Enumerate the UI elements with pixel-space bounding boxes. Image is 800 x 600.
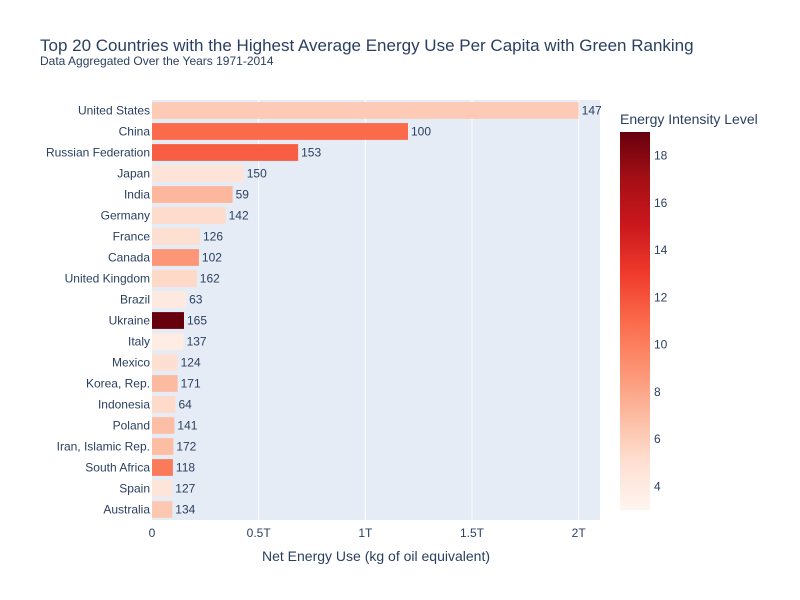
- x-tick-label: 1T: [358, 526, 373, 540]
- colorbar-tick-label: 18: [654, 149, 668, 163]
- category-label: Germany: [101, 209, 150, 223]
- bar-data-label: 162: [200, 272, 220, 286]
- bar: [152, 375, 178, 392]
- bar: [152, 123, 408, 140]
- bar-data-label: 118: [176, 461, 195, 475]
- category-label: Spain: [119, 482, 150, 496]
- bar-data-label: 134: [175, 503, 195, 517]
- chart-title: Top 20 Countries with the Highest Averag…: [40, 36, 694, 55]
- bar: [152, 354, 178, 371]
- x-tick-label: 0: [149, 526, 156, 540]
- category-label: Mexico: [112, 356, 150, 370]
- category-label: United States: [78, 104, 150, 118]
- bar: [152, 165, 244, 182]
- colorbar-tick-label: 6: [654, 432, 661, 446]
- colorbar-tick-label: 12: [654, 290, 668, 304]
- category-label: Poland: [113, 419, 150, 433]
- x-axis-title: Net Energy Use (kg of oil equivalent): [262, 548, 490, 564]
- category-label: Ukraine: [109, 314, 151, 328]
- bar-data-label: 153: [301, 146, 321, 160]
- chart-subtitle: Data Aggregated Over the Years 1971-2014: [40, 54, 274, 68]
- bar: [152, 501, 173, 518]
- bar: [152, 270, 197, 287]
- colorbar-tick-label: 14: [654, 243, 668, 257]
- bar: [152, 396, 176, 413]
- colorbar-tick-label: 16: [654, 196, 668, 210]
- category-label: Japan: [117, 167, 150, 181]
- category-label: China: [119, 125, 151, 139]
- category-label: South Africa: [85, 461, 150, 475]
- colorbar-ticks: 4 6 8 10 12 14 16 18: [654, 149, 668, 494]
- x-tick-label: 0.5T: [247, 526, 272, 540]
- x-tick-label: 1.5T: [460, 526, 485, 540]
- x-tick-label: 2T: [572, 526, 587, 540]
- bar-data-label: 171: [181, 377, 201, 391]
- category-labels: United States China Russian Federation Japa…: [46, 104, 150, 517]
- bar-data-label: 64: [178, 398, 192, 412]
- plot-area: [152, 100, 600, 520]
- bar-data-label: 150: [247, 167, 267, 181]
- bar: [152, 291, 187, 308]
- x-gridlines: [258, 100, 580, 520]
- colorbar-title: Energy Intensity Level: [620, 111, 758, 127]
- colorbar-tick-label: 10: [654, 338, 668, 352]
- bar-data-label: 142: [229, 209, 249, 223]
- bar-data-label: 102: [202, 251, 222, 265]
- bar: [152, 417, 175, 434]
- bar: [152, 207, 226, 224]
- bar-data-label: 147: [582, 104, 602, 118]
- bar: [152, 102, 579, 119]
- bar-data-label: 137: [187, 335, 207, 349]
- bar-data-label: 126: [203, 230, 223, 244]
- category-label: Iran, Islamic Rep.: [57, 440, 150, 454]
- bar-data-labels: 147 100 153 150 59 142 126 102 162 63 165 137 124 171…: [175, 104, 602, 517]
- colorbar: [620, 132, 650, 510]
- bar-data-label: 63: [189, 293, 203, 307]
- bar: [152, 228, 200, 245]
- category-label: India: [124, 188, 150, 202]
- bar-data-label: 141: [177, 419, 197, 433]
- category-label: Russian Federation: [46, 146, 150, 160]
- colorbar-tick-label: 4: [654, 479, 661, 493]
- category-label: Canada: [108, 251, 150, 265]
- bar: [152, 312, 184, 329]
- x-axis-ticks: 0 0.5T 1T 1.5T 2T: [149, 526, 587, 540]
- bar-data-label: 100: [411, 125, 431, 139]
- bar: [152, 480, 173, 497]
- bar-data-label: 124: [181, 356, 201, 370]
- category-label: Indonesia: [98, 398, 150, 412]
- category-label: United Kingdom: [65, 272, 150, 286]
- bar: [152, 144, 299, 161]
- category-label: Italy: [128, 335, 150, 349]
- category-label: France: [113, 230, 151, 244]
- bar: [152, 459, 173, 476]
- bars: [152, 102, 579, 518]
- category-label: Korea, Rep.: [86, 377, 150, 391]
- bar-data-label: 172: [176, 440, 196, 454]
- bar: [152, 333, 184, 350]
- bar-data-label: 59: [236, 188, 250, 202]
- bar-data-label: 127: [175, 482, 195, 496]
- bar: [152, 186, 233, 203]
- bar-data-label: 165: [187, 314, 207, 328]
- bar: [152, 438, 174, 455]
- bar: [152, 249, 199, 266]
- category-label: Brazil: [120, 293, 150, 307]
- category-label: Australia: [103, 503, 150, 517]
- colorbar-tick-label: 8: [654, 385, 661, 399]
